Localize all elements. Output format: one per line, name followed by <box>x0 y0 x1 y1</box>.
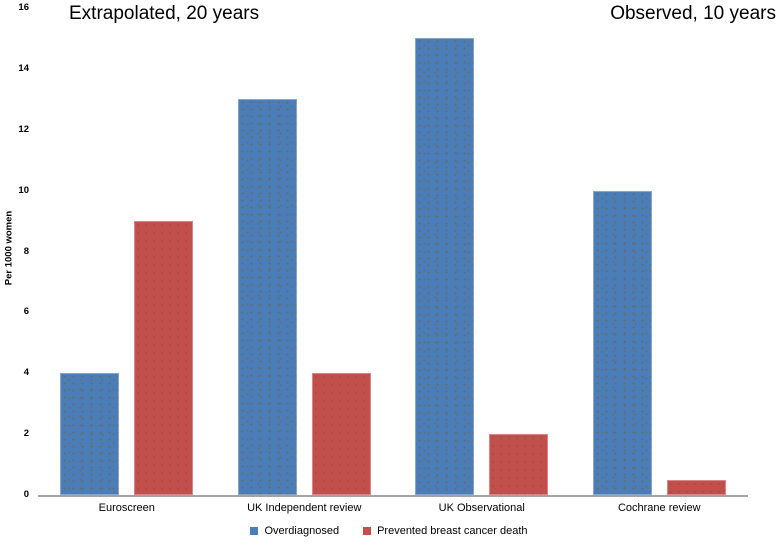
legend-item-overdiagnosed: Overdiagnosed <box>250 524 339 538</box>
y-tick-label-12: 12 <box>18 123 29 135</box>
x-label-cochrane-review: Cochrane review <box>617 502 701 514</box>
bar-prevented-breast-cancer-death-euroscreen <box>134 221 194 495</box>
x-label-uk-observational: UK Observational <box>438 502 525 514</box>
y-tick-label-4: 4 <box>23 367 29 379</box>
legend-label: Prevented breast cancer death <box>377 525 528 537</box>
legend: Overdiagnosed Prevented breast cancer dea… <box>0 524 778 538</box>
y-tick-label-0: 0 <box>23 489 29 500</box>
bar-overdiagnosed-uk-independent-review <box>237 99 297 495</box>
legend-swatch-icon <box>363 527 372 535</box>
bar-group-cochrane-review <box>571 8 749 495</box>
y-tick-label-10: 10 <box>18 184 29 196</box>
legend-swatch-icon <box>250 527 259 535</box>
plot-area <box>38 8 748 497</box>
y-tick-label-16: 16 <box>18 2 29 13</box>
bar-overdiagnosed-cochrane-review <box>592 190 652 495</box>
bar-prevented-breast-cancer-death-cochrane-review <box>666 479 726 495</box>
x-label-uk-independent-review: UK Independent review <box>247 502 362 514</box>
y-tick-label-14: 14 <box>18 62 29 74</box>
bar-group-uk-observational <box>393 8 571 495</box>
annotation-extrapolated: Extrapolated, 20 years <box>69 3 260 24</box>
bar-group-uk-independent-review <box>216 8 394 495</box>
x-label-euroscreen: Euroscreen <box>98 502 155 514</box>
legend-label: Overdiagnosed <box>264 525 340 537</box>
y-tick-label-2: 2 <box>23 428 29 440</box>
bar-prevented-breast-cancer-death-uk-observational <box>489 434 549 495</box>
legend-item-prevented-breast-cancer-death: Prevented breast cancer death <box>363 524 528 538</box>
bar-overdiagnosed-uk-observational <box>415 38 475 495</box>
y-tick-label-8: 8 <box>23 245 29 257</box>
bar-overdiagnosed-euroscreen <box>60 373 120 495</box>
bar-prevented-breast-cancer-death-uk-independent-review <box>311 373 371 495</box>
y-tick-label-6: 6 <box>23 306 29 318</box>
annotation-observed: Observed, 10 years <box>610 3 776 24</box>
bar-group-euroscreen <box>38 8 216 495</box>
x-axis-labels: Euroscreen UK Independent review UK Observ… <box>38 501 748 515</box>
